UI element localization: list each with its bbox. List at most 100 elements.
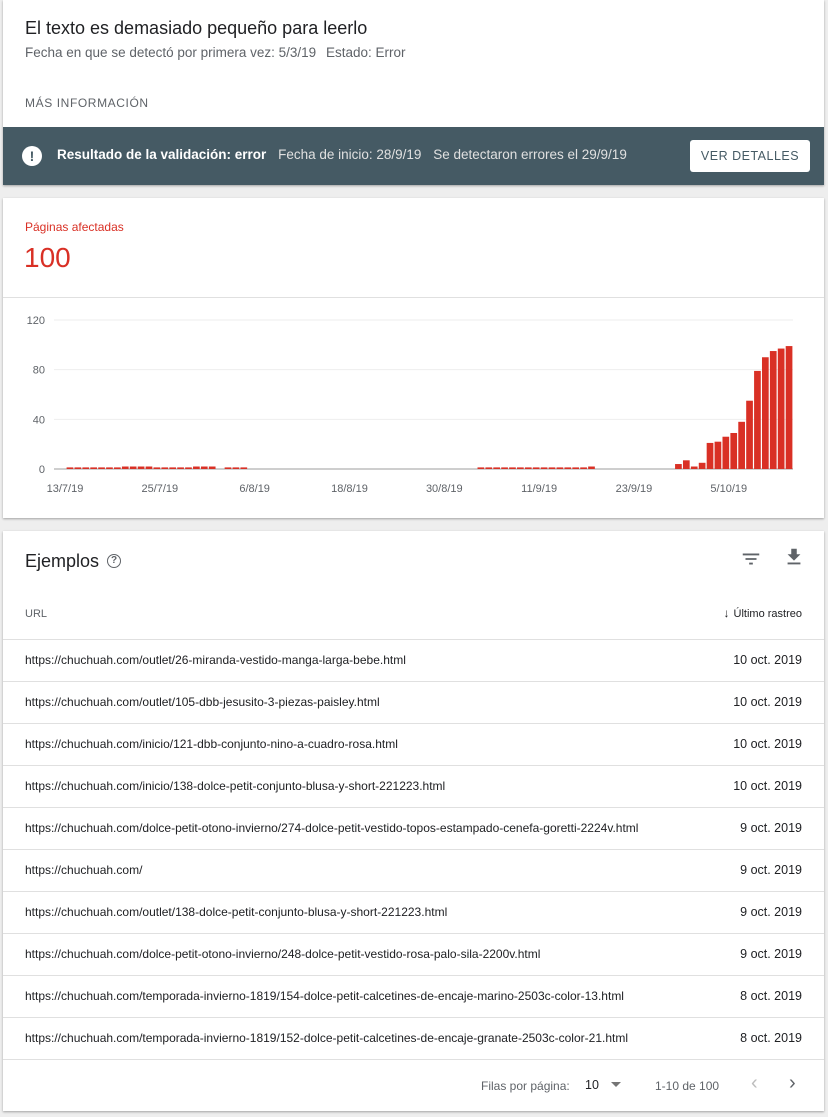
table-row[interactable]: https://chuchuah.com/outlet/26-miranda-v…	[3, 640, 824, 682]
chart-bar[interactable]	[564, 467, 572, 469]
row-date: 9 oct. 2019	[740, 905, 802, 919]
chart-bar[interactable]	[193, 466, 200, 469]
table-row[interactable]: https://chuchuah.com/dolce-petit-otono-i…	[3, 934, 824, 976]
chart-bar[interactable]	[706, 442, 714, 469]
chart-bar[interactable]	[177, 467, 184, 469]
chart-bar[interactable]	[200, 466, 208, 469]
examples-card: Ejemplos ? URL ↓ Último rastreo https://c…	[3, 531, 824, 1111]
chart-bar[interactable]	[169, 467, 177, 469]
chart-bar[interactable]	[738, 421, 745, 469]
chart-bar[interactable]	[746, 400, 753, 469]
pagination-range: 1-10 de 100	[655, 1079, 720, 1093]
chart-bar[interactable]	[66, 467, 74, 469]
chart-bar[interactable]	[106, 467, 113, 469]
chart-bar[interactable]	[675, 464, 682, 469]
row-date: 10 oct. 2019	[733, 653, 802, 667]
chart-bar[interactable]	[153, 467, 161, 469]
chart-bar[interactable]	[540, 467, 548, 469]
row-date: 9 oct. 2019	[740, 863, 802, 877]
y-tick-label: 0	[39, 464, 45, 476]
table-row[interactable]: https://chuchuah.com/dolce-petit-otono-i…	[3, 808, 824, 850]
row-date: 10 oct. 2019	[733, 779, 802, 793]
row-date: 9 oct. 2019	[740, 821, 802, 835]
chart-bar[interactable]	[161, 467, 169, 469]
column-header-url[interactable]: URL	[25, 608, 48, 620]
issue-status: Estado: Error	[325, 45, 406, 60]
row-date: 9 oct. 2019	[740, 947, 802, 961]
chart-bar[interactable]	[114, 467, 121, 469]
table-row[interactable]: https://chuchuah.com/9 oct. 2019	[3, 850, 824, 892]
more-info-link[interactable]: MÁS INFORMACIÓN	[25, 96, 149, 110]
chart-bar[interactable]	[785, 346, 793, 469]
validation-text: Resultado de la validación: error Fecha …	[57, 147, 635, 162]
chart-bar[interactable]	[224, 467, 232, 469]
chart-bar[interactable]	[98, 467, 105, 469]
row-date: 8 oct. 2019	[740, 1031, 802, 1045]
chart-bar[interactable]	[698, 462, 706, 469]
chart-bar[interactable]	[517, 467, 524, 469]
chart-bar[interactable]	[137, 466, 145, 469]
pagination: Filas por página: 10 1-10 de 100 ‹ ›	[3, 1068, 824, 1108]
x-tick-label: 5/10/19	[710, 483, 747, 495]
table-row[interactable]: https://chuchuah.com/inicio/121-dbb-conj…	[3, 724, 824, 766]
chart-bar[interactable]	[548, 467, 556, 469]
chart-bar[interactable]	[208, 466, 216, 469]
chart-bar[interactable]	[754, 370, 761, 469]
chart-bar[interactable]	[777, 348, 785, 469]
chevron-left-icon[interactable]: ‹	[751, 1072, 758, 1094]
chart-bar[interactable]	[690, 466, 698, 469]
validation-start-date: Fecha de inicio: 28/9/19	[278, 147, 422, 162]
download-icon[interactable]	[783, 546, 805, 568]
validation-result: Resultado de la validación: error	[57, 147, 267, 162]
see-details-button[interactable]: VER DETALLES	[690, 140, 810, 172]
chart-bar[interactable]	[121, 466, 129, 469]
chart-bar[interactable]	[477, 467, 485, 469]
affected-pages-chart: 0 40 80 120 13/7/19 25/7/19 6/8/19 18/8/19 30/8/…	[27, 315, 793, 495]
chart-bar[interactable]	[501, 467, 508, 469]
chart-bar[interactable]	[90, 467, 98, 469]
table-row[interactable]: https://chuchuah.com/inicio/138-dolce-pe…	[3, 766, 824, 808]
chart-bar[interactable]	[572, 467, 580, 469]
table-row[interactable]: https://chuchuah.com/outlet/138-dolce-pe…	[3, 892, 824, 934]
chart-bar[interactable]	[129, 466, 137, 469]
help-icon[interactable]: ?	[107, 554, 121, 568]
chevron-right-icon[interactable]: ›	[789, 1072, 796, 1094]
row-date: 8 oct. 2019	[740, 989, 802, 1003]
chart-bar[interactable]	[145, 466, 153, 469]
chart-bar[interactable]	[682, 460, 690, 469]
table-row[interactable]: https://chuchuah.com/temporada-invierno-…	[3, 976, 824, 1018]
chart-bar[interactable]	[556, 467, 564, 469]
examples-table-body: https://chuchuah.com/outlet/26-miranda-v…	[3, 640, 824, 1060]
sort-arrow-down-icon: ↓	[723, 606, 730, 620]
chart-bar[interactable]	[761, 357, 769, 469]
table-row[interactable]: https://chuchuah.com/outlet/105-dbb-jesu…	[3, 682, 824, 724]
chart-bar[interactable]	[185, 467, 192, 469]
chart-bar[interactable]	[82, 467, 90, 469]
rows-per-page-label: Filas por página:	[481, 1079, 570, 1093]
row-date: 10 oct. 2019	[733, 695, 802, 709]
x-tick-label: 11/9/19	[521, 483, 557, 495]
chart-bar[interactable]	[493, 467, 501, 469]
chart-bar[interactable]	[730, 432, 738, 469]
chart-bar[interactable]	[532, 467, 540, 469]
rows-per-page-select[interactable]: 10	[585, 1078, 599, 1092]
validation-banner: ! Resultado de la validación: error Fech…	[3, 127, 824, 185]
chart-bar[interactable]	[74, 467, 82, 469]
chevron-down-icon[interactable]	[611, 1082, 621, 1087]
chart-bar[interactable]	[714, 441, 722, 469]
chart-bar[interactable]	[485, 467, 493, 469]
y-tick-label: 40	[33, 414, 45, 426]
chart-bar[interactable]	[580, 467, 587, 469]
chart-bar[interactable]	[240, 467, 248, 469]
table-row[interactable]: https://chuchuah.com/temporada-invierno-…	[3, 1018, 824, 1060]
column-header-last-crawl[interactable]: ↓ Último rastreo	[724, 606, 802, 620]
chart-bar[interactable]	[722, 436, 730, 469]
chart-bar[interactable]	[509, 467, 516, 469]
chart-bar[interactable]	[232, 467, 240, 469]
chart-bar[interactable]	[588, 466, 595, 469]
filter-icon[interactable]	[740, 548, 762, 570]
chart-bar[interactable]	[769, 351, 777, 469]
x-tick-label: 6/8/19	[239, 483, 270, 495]
chart-bar[interactable]	[524, 467, 532, 469]
validation-errors-date: Se detectaron errores el 29/9/19	[433, 147, 627, 162]
